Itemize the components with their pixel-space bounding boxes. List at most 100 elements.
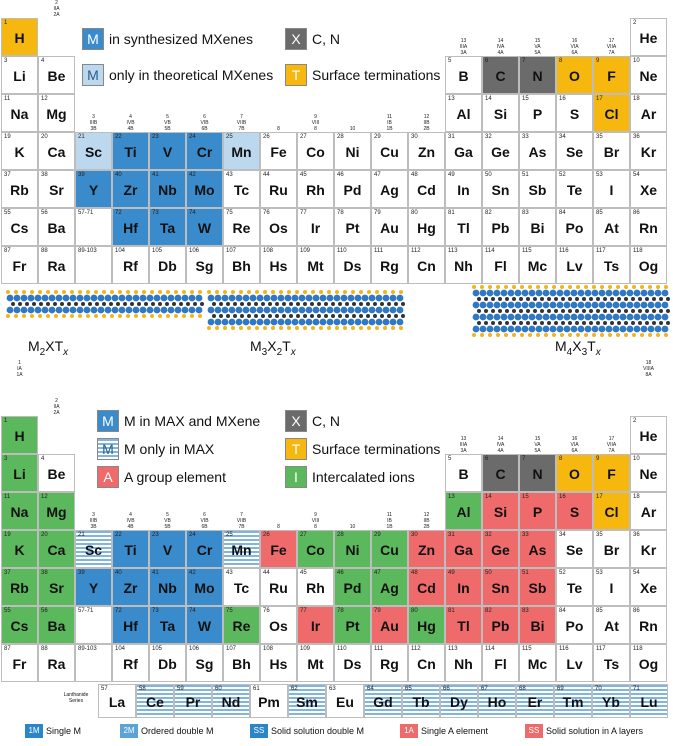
element-symbol: Nd xyxy=(221,694,241,710)
element-symbol: Si xyxy=(493,504,508,520)
element-cell-Hf: 72 Hf xyxy=(112,606,149,644)
atomic-number: 76 xyxy=(263,210,270,216)
atomic-number: 80 xyxy=(411,608,418,614)
formula-part: X xyxy=(572,338,582,354)
group-label-16: 16 VIA 6A xyxy=(570,436,579,454)
element-symbol: Os xyxy=(269,220,288,236)
atomic-number: 84 xyxy=(559,210,566,216)
element-symbol: Au xyxy=(380,220,399,236)
element-symbol: Hg xyxy=(417,220,436,236)
atomic-number: 5 xyxy=(448,456,452,462)
legend-text: C, N xyxy=(312,31,340,47)
element-cell-Bh: 107 Bh xyxy=(223,644,260,682)
mxene-structure-2 xyxy=(4,290,204,331)
atomic-number: 56 xyxy=(41,608,48,614)
atomic-number: 31 xyxy=(448,532,455,538)
atomic-number: 5 xyxy=(448,58,452,64)
element-symbol: In xyxy=(457,580,470,596)
atomic-number: 54 xyxy=(633,172,640,178)
element-cell-Ts: 117 Ts xyxy=(593,246,630,284)
element-symbol: Ds xyxy=(343,258,362,274)
atomic-number: 74 xyxy=(189,608,196,614)
element-symbol: Sn xyxy=(491,182,510,198)
element-cell-Nb: 41 Nb xyxy=(149,568,186,606)
element-cell-Co: 27 Co xyxy=(297,132,334,170)
element-symbol: V xyxy=(162,542,173,558)
atomic-number: 2 xyxy=(633,20,637,26)
atomic-number: 45 xyxy=(300,172,307,178)
element-symbol: H xyxy=(14,30,25,46)
element-symbol: Hf xyxy=(123,220,138,236)
atomic-number: 87 xyxy=(4,646,11,652)
element-cell-Ts: 117 Ts xyxy=(593,644,630,682)
element-cell-Cn: 112 Cn xyxy=(408,246,445,284)
atomic-number: 110 xyxy=(337,248,347,254)
atomic-number: 58 xyxy=(139,686,146,692)
element-cell-Tl: 81 Tl xyxy=(445,208,482,246)
atomic-number: 25 xyxy=(226,134,233,140)
atomic-number: 6 xyxy=(485,456,489,462)
atomic-number: 44 xyxy=(263,570,270,576)
group-label-3: 3 IIIB 3B xyxy=(89,512,98,530)
group-label-14: 14 IVA 4A xyxy=(496,38,505,56)
element-symbol: Ba xyxy=(47,618,66,634)
atomic-number: 64 xyxy=(367,686,374,692)
element-symbol: Ar xyxy=(640,504,657,520)
element-cell-Ne: 10 Ne xyxy=(630,56,667,94)
element-symbol: Ta xyxy=(159,618,176,634)
atomic-number: 106 xyxy=(189,248,200,254)
atomic-number: 83 xyxy=(522,608,529,614)
element-cell-Na: 11 Na xyxy=(1,94,38,132)
element-cell-Br: 35 Br xyxy=(593,132,630,170)
legend-box-c-n: X xyxy=(285,410,307,432)
atomic-number: 88 xyxy=(41,248,48,254)
element-symbol: Bi xyxy=(530,220,545,236)
atomic-number: 51 xyxy=(522,570,529,576)
element-symbol: Tl xyxy=(457,220,470,236)
element-cell-Lv: 116 Lv xyxy=(556,644,593,682)
group-label-4: 4 IVB 4B xyxy=(126,512,135,530)
element-symbol: Rh xyxy=(306,182,325,198)
atomic-number: 81 xyxy=(448,210,455,216)
atomic-number: 45 xyxy=(300,570,307,576)
element-cell-At: 85 At xyxy=(593,208,630,246)
atomic-number: 40 xyxy=(115,172,122,178)
element-symbol: Ga xyxy=(454,542,473,558)
element-cell-Po: 84 Po xyxy=(556,606,593,644)
element-cell-Nh: 113 Nh xyxy=(445,246,482,284)
atomic-number: 67 xyxy=(481,686,488,692)
element-cell-Mo: 42 Mo xyxy=(186,170,223,208)
element-cell-Ds: 110 Ds xyxy=(334,246,371,284)
element-symbol: K xyxy=(14,542,25,558)
atomic-number: 32 xyxy=(485,532,492,538)
element-cell-Mn: 25 Mn xyxy=(223,132,260,170)
lanthanide-cell-La: 57 La xyxy=(98,684,136,718)
atomic-number: 9 xyxy=(596,456,600,462)
atomic-number: 23 xyxy=(152,532,159,538)
lanthanide-cell-Tm: 69 Tm xyxy=(554,684,592,718)
atomic-number: 109 xyxy=(300,646,311,652)
element-cell-S: 16 S xyxy=(556,94,593,132)
atomic-number: 36 xyxy=(633,134,640,140)
atomic-number: 83 xyxy=(522,210,529,216)
group-label-10: 10 xyxy=(349,524,356,530)
element-symbol: P xyxy=(532,504,543,520)
atomic-number: 3 xyxy=(4,456,8,462)
element-cell-Y: 39 Y xyxy=(75,170,112,208)
element-cell-Mt: 109 Mt xyxy=(297,246,334,284)
element-cell-Tl: 81 Tl xyxy=(445,606,482,644)
element-symbol: Sg xyxy=(195,258,214,274)
atomic-number: 1 xyxy=(4,418,8,424)
element-cell-Ir: 77 Ir xyxy=(297,208,334,246)
lanthanide-cell-Lu: 71 Lu xyxy=(630,684,668,718)
element-cell-Mo: 42 Mo xyxy=(186,568,223,606)
formula-part: T xyxy=(587,338,596,354)
element-symbol: Ca xyxy=(47,144,66,160)
legend-text: Surface terminations xyxy=(312,67,441,83)
atomic-number: 8 xyxy=(559,58,563,64)
legend-box-surface-terminations: T xyxy=(285,64,307,86)
element-cell-Fl: 114 Fl xyxy=(482,246,519,284)
element-cell-Ni: 28 Ni xyxy=(334,132,371,170)
lanthanide-cell-Pm: 61 Pm xyxy=(250,684,288,718)
